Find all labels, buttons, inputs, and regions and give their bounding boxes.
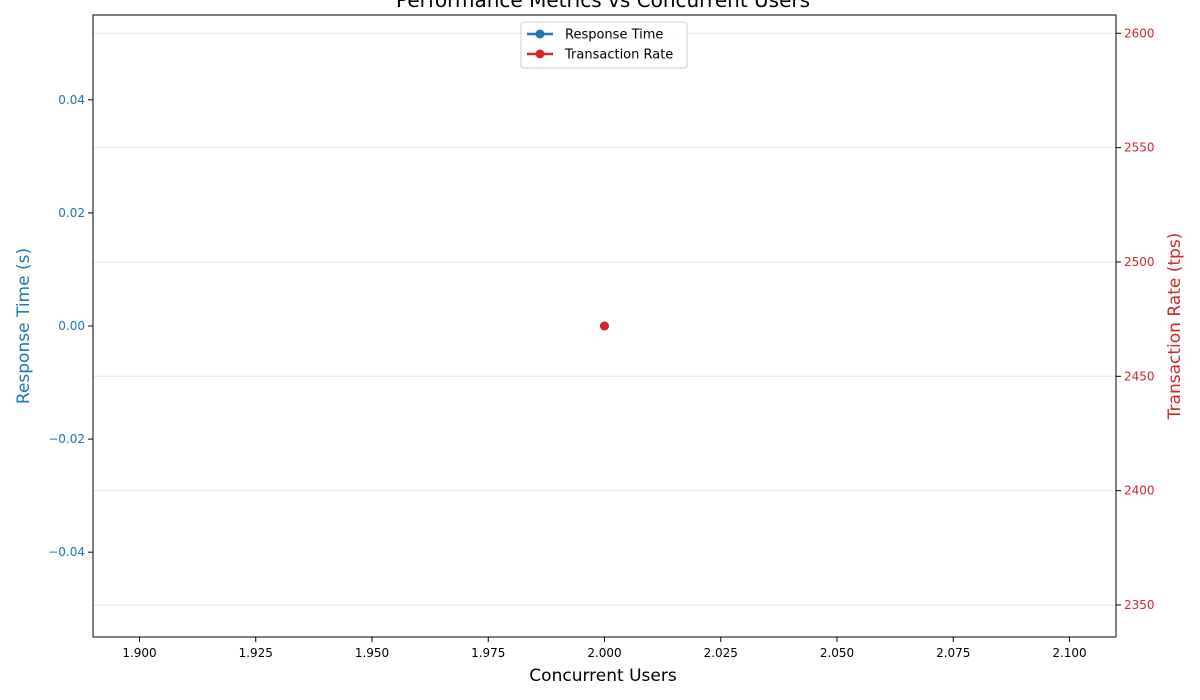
legend-marker-response-time: [535, 29, 545, 39]
y-right-tick-label: 2350: [1124, 598, 1155, 612]
y-left-tick-label: −0.04: [48, 545, 85, 559]
legend-box: [520, 21, 688, 69]
x-tick-label: 1.950: [355, 646, 389, 660]
x-tick-label: 2.000: [587, 646, 621, 660]
legend: Response Time Transaction Rate: [520, 21, 688, 69]
y-right-tick-label: 2550: [1124, 141, 1155, 155]
y-right-tick-label: 2600: [1124, 26, 1155, 40]
chart-title: Performance Metrics vs Concurrent Users: [396, 0, 810, 12]
x-axis-title: Concurrent Users: [529, 666, 677, 686]
legend-label-transaction-rate: Transaction Rate: [564, 48, 673, 63]
y-left-tick-label: 0.04: [58, 93, 85, 107]
legend-marker-transaction-rate: [535, 49, 545, 59]
legend-label-response-time: Response Time: [565, 28, 663, 43]
y-right-tick-label: 2400: [1124, 484, 1155, 498]
data-marks: [600, 321, 609, 331]
y-right-tick-label: 2500: [1124, 255, 1155, 269]
y-right-tick-label: 2450: [1124, 369, 1155, 383]
y-left-axis-ticks: 0.04 0.02 0.00 −0.02 −0.04: [48, 93, 93, 559]
x-tick-label: 2.025: [704, 646, 738, 660]
data-point-transaction-rate: [600, 321, 609, 331]
x-tick-label: 1.900: [122, 646, 156, 660]
y-left-tick-label: −0.02: [48, 432, 85, 446]
y-left-tick-label: 0.00: [58, 319, 85, 333]
x-axis-ticks: 1.900 1.925 1.950 1.975 2.000 2.025 2.050 2.075…: [122, 637, 1087, 660]
y-left-tick-label: 0.02: [58, 206, 85, 220]
grid-lines: [93, 32, 1116, 606]
y-right-axis-title: Transaction Rate (tps): [1165, 233, 1185, 421]
x-tick-label: 1.925: [239, 646, 273, 660]
x-tick-label: 2.050: [820, 646, 854, 660]
y-left-axis-title: Response Time (s): [14, 248, 34, 404]
x-tick-label: 2.075: [936, 646, 970, 660]
x-tick-label: 2.100: [1052, 646, 1086, 660]
y-right-axis-ticks: 2600 2550 2500 2450 2400 2350: [1116, 26, 1155, 612]
x-tick-label: 1.975: [471, 646, 505, 660]
